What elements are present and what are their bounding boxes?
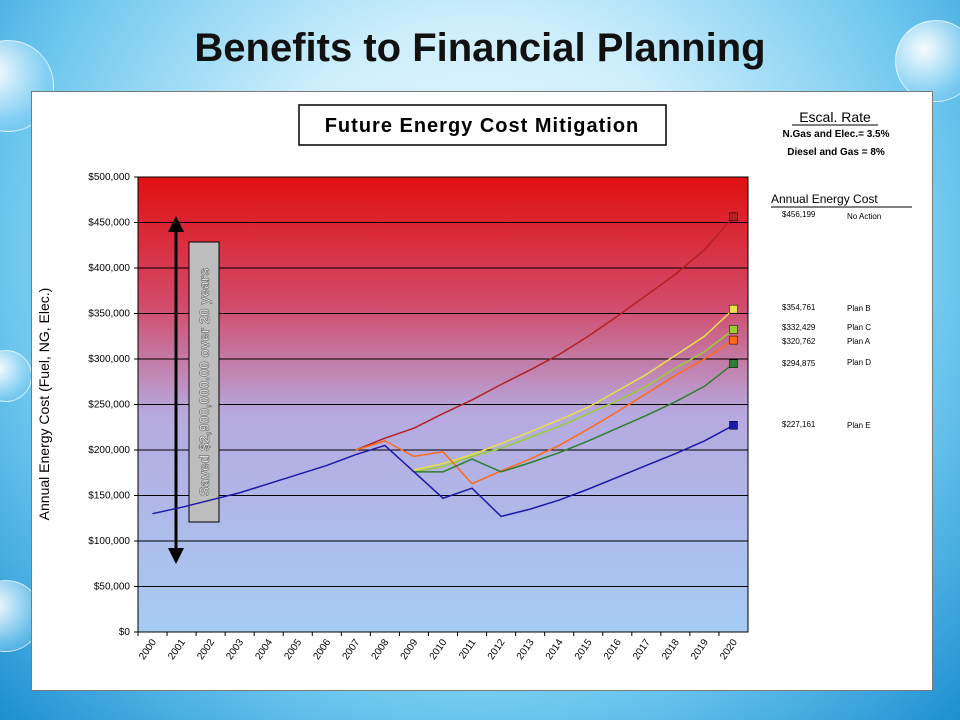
escalation-heading: Escal. Rate [799,109,871,125]
series-end-marker [729,421,737,429]
series-name-label: Plan E [847,421,871,430]
series-end-marker [729,336,737,344]
x-tick-label: 2010 [428,637,450,662]
y-tick-label: $300,000 [88,354,130,365]
series-name-label: Plan B [847,304,871,313]
x-tick-label: 2017 [631,637,653,662]
x-tick-label: 2011 [457,637,479,661]
x-tick-label: 2000 [137,637,159,662]
series-name-label: No Action [847,212,881,221]
y-tick-label: $350,000 [88,309,130,320]
x-axis-ticks: 2000 2001 2002 2003 2004 2005 2006 2007 2008 2009… [137,632,740,662]
x-tick-label: 2019 [689,637,711,662]
slide-title: Benefits to Financial Planning [0,26,960,71]
escalation-line-1: N.Gas and Elec.= 3.5% [783,129,890,140]
chart-frame: Future Energy Cost Mitigation Escal. Rat… [31,91,933,691]
end-value-label: $456,199 [782,210,816,219]
x-tick-label: 2003 [224,637,246,662]
series-end-marker [729,305,737,313]
y-tick-label: $200,000 [88,445,130,456]
y-tick-label: $500,000 [88,172,130,183]
x-tick-label: 2002 [195,637,217,662]
series-name-label: Plan A [847,337,871,346]
x-tick-label: 2018 [660,637,682,662]
series-name-label: Plan D [847,358,871,367]
x-tick-label: 2014 [544,637,566,662]
end-value-label: $320,762 [782,337,816,346]
escalation-line-2: Diesel and Gas = 8% [787,147,885,158]
x-tick-label: 2006 [311,637,333,662]
y-tick-label: $400,000 [88,263,130,274]
end-labels: $456,199 No Action $354,761 Plan B $332,429 P… [782,210,881,430]
y-tick-label: $100,000 [88,536,130,547]
series-end-marker [729,325,737,333]
x-tick-label: 2001 [166,637,188,662]
y-tick-label: $450,000 [88,218,130,229]
x-tick-label: 2007 [341,637,363,662]
x-tick-label: 2008 [370,637,392,662]
end-value-label: $294,875 [782,359,816,368]
end-value-label: $354,761 [782,303,816,312]
x-tick-label: 2009 [399,637,421,662]
series-end-marker [729,360,737,368]
annual-cost-header: Annual Energy Cost [771,192,878,206]
x-tick-label: 2004 [253,637,275,662]
y-tick-label: $150,000 [88,491,130,502]
end-value-label: $227,161 [782,420,816,429]
y-tick-label: $0 [119,627,131,638]
decorative-bubble [0,350,32,402]
y-axis-label: Annual Energy Cost (Fuel, NG, Elec.) [36,288,52,521]
series-name-label: Plan C [847,323,871,332]
end-value-label: $332,429 [782,323,816,332]
series-end-marker [729,213,737,221]
x-tick-label: 2015 [573,637,595,662]
y-axis-ticks: $0 $50,000 $100,000 $150,000 $200,000 $250,00… [88,172,138,638]
savings-label: Saved $2,900,000.00 over 20 years [196,268,212,496]
x-tick-label: 2013 [515,637,537,662]
x-tick-label: 2016 [602,637,624,662]
x-tick-label: 2012 [486,637,508,662]
chart-title: Future Energy Cost Mitigation [325,115,640,137]
energy-cost-chart: Future Energy Cost Mitigation Escal. Rat… [32,92,932,690]
x-tick-label: 2020 [718,637,740,662]
y-tick-label: $50,000 [94,582,131,593]
x-tick-label: 2005 [282,637,304,662]
y-tick-label: $250,000 [88,400,130,411]
